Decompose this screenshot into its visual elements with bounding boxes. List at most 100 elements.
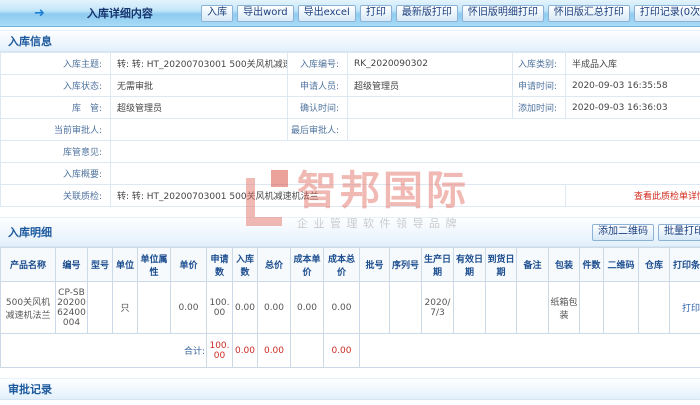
detail-total-row: 合计: 100.00 0.00 0.00 0.00 [0,333,700,368]
subject-label: 入库主题: [0,52,111,75]
quality-value: 转: 转: HT_20200703001 500关风机减速机法兰 [110,184,566,207]
info-row-summary: 入库概要: [0,162,700,185]
inbound-type-label: 入库类别: [512,52,566,75]
print-classic-summary-button[interactable]: 怀旧版汇总打印 [547,4,630,22]
cell-print-barcode: 打印 [669,281,700,334]
cell-valid-date [453,281,486,334]
info-row-subject: 入库主题: 转: 转: HT_20200703001 500关风机减速机法兰 入… [0,52,700,75]
subject-value: 转: 转: HT_20200703001 500关风机减速机法兰 [110,52,288,75]
view-quality-sheet-link[interactable]: 查看此质检单详情 [633,192,700,202]
top-toolbar: ➜ 入库详细内容 入库 导出word 导出excel 打印 最新版打印 怀旧版明… [0,0,700,27]
print-button[interactable]: 打印 [359,4,392,22]
cell-unit-price: 0.00 [170,281,207,334]
cell-batch-no [359,281,390,334]
cell-prod-date: 2020/7/3 [421,281,454,334]
cell-code: CP-SB2020062400004 [55,281,88,334]
col-prod-date: 生产日期 [421,247,454,282]
col-unit-price: 单价 [170,247,207,282]
col-valid-date: 有效日期 [453,247,486,282]
col-print-barcode: 打印条码 [669,247,700,282]
info-row-status: 入库状态: 无需审批 申请人员: 超级管理员 申请时间: 2020-09-03 … [0,74,700,97]
inbound-no-label: 入库编号: [287,52,348,75]
inbound-type-value: 半成品入库 [565,52,700,75]
cell-warehouse [638,281,670,334]
total-in-qty: 0.00 [232,333,258,368]
info-section-header: 入库信息 [0,30,700,52]
print-classic-detail-button[interactable]: 怀旧版明细打印 [461,4,544,22]
info-row-keeper: 库 管: 超级管理员 确认时间: 添加时间: 2020-09-03 16:36:… [0,96,700,119]
summary-label: 入库概要: [0,162,111,185]
cell-total-price: 0.00 [257,281,291,334]
col-remark: 备注 [516,247,549,282]
page-title: 入库详细内容 [86,7,153,20]
col-serial-no: 序列号 [389,247,422,282]
export-word-button[interactable]: 导出word [237,4,294,22]
arrow-right-icon: ➜ [34,5,45,21]
keeper-opinion-value [110,140,700,163]
print-newest-button[interactable]: 最新版打印 [395,4,458,22]
add-time-value: 2020-09-03 16:36:03 [565,96,700,119]
info-row-quality: 关联质检: 转: 转: HT_20200703001 500关风机减速机法兰 查… [0,184,700,207]
total-apply-qty: 100.00 [206,333,233,368]
apply-time-value: 2020-09-03 16:35:58 [565,74,700,97]
cell-in-qty: 0.00 [232,281,258,334]
detail-actions: 添加二维码 批量打印 [592,223,700,241]
total-label: 合计: [0,333,207,368]
detail-data-row: 500关风机减速机法兰 CP-SB2020062400004 只 0.00 10… [0,281,700,334]
info-row-keeper-opinion: 库管意见: [0,140,700,163]
current-approver-value [110,118,288,141]
info-row-approvers: 当前审批人: 最后审批人: [0,118,700,141]
applicant-label: 申请人员: [287,74,348,97]
batch-print-button[interactable]: 批量打印 [658,223,700,241]
print-barcode-link[interactable]: 打印 [681,304,700,314]
cell-unit: 只 [112,281,138,334]
cell-cost-total-price: 0.00 [323,281,360,334]
export-excel-button[interactable]: 导出excel [297,4,356,22]
col-unit: 单位 [112,247,138,282]
applicant-value: 超级管理员 [347,74,513,97]
quality-link-cell: 查看此质检单详情 [565,184,700,207]
total-total-price: 0.00 [257,333,291,368]
cell-product-name: 500关风机减速机法兰 [0,281,56,334]
total-cost-unit-price [290,333,324,368]
col-piece-count: 件数 [579,247,604,282]
col-product-name: 产品名称 [0,247,56,282]
quality-label: 关联质检: [0,184,111,207]
detail-section-header: 入库明细 添加二维码 批量打印 [0,217,700,247]
keeper-value: 超级管理员 [110,96,288,119]
current-approver-label: 当前审批人: [0,118,111,141]
col-total-price: 总价 [257,247,291,282]
col-unit-attr: 单位属性 [137,247,171,282]
info-table: 入库主题: 转: 转: HT_20200703001 500关风机减速机法兰 入… [0,52,700,207]
detail-table: 产品名称 编号 型号 单位 单位属性 单价 申请数 入库数 总价 成本单价 成本… [0,247,700,368]
confirm-time-value [347,96,513,119]
col-arrival-date: 到货日期 [485,247,517,282]
status-label: 入库状态: [0,74,111,97]
status-value: 无需审批 [110,74,288,97]
cell-cost-unit-price: 0.00 [290,281,324,334]
last-approver-label: 最后审批人: [287,118,348,141]
col-model: 型号 [87,247,113,282]
cell-unit-attr [137,281,171,334]
apply-time-label: 申请时间: [512,74,566,97]
add-qrcode-button[interactable]: 添加二维码 [592,223,654,241]
summary-value [110,162,700,185]
inbound-button[interactable]: 入库 [201,4,234,22]
cell-model [87,281,113,334]
total-row-filler [359,333,700,368]
detail-section-title: 入库明细 [8,226,52,239]
col-batch-no: 批号 [359,247,390,282]
col-qrcode: 二维码 [603,247,639,282]
approval-section-header: 审批记录 [0,378,700,400]
col-code: 编号 [55,247,88,282]
col-apply-qty: 申请数 [206,247,233,282]
detail-header-row: 产品名称 编号 型号 单位 单位属性 单价 申请数 入库数 总价 成本单价 成本… [0,247,700,282]
cell-apply-qty: 100.00 [206,281,233,334]
cell-piece-count [579,281,604,334]
cell-qrcode [603,281,639,334]
col-warehouse: 仓库 [638,247,670,282]
cell-remark [516,281,549,334]
print-record-button[interactable]: 打印记录(0次) [633,4,700,22]
confirm-time-label: 确认时间: [287,96,348,119]
